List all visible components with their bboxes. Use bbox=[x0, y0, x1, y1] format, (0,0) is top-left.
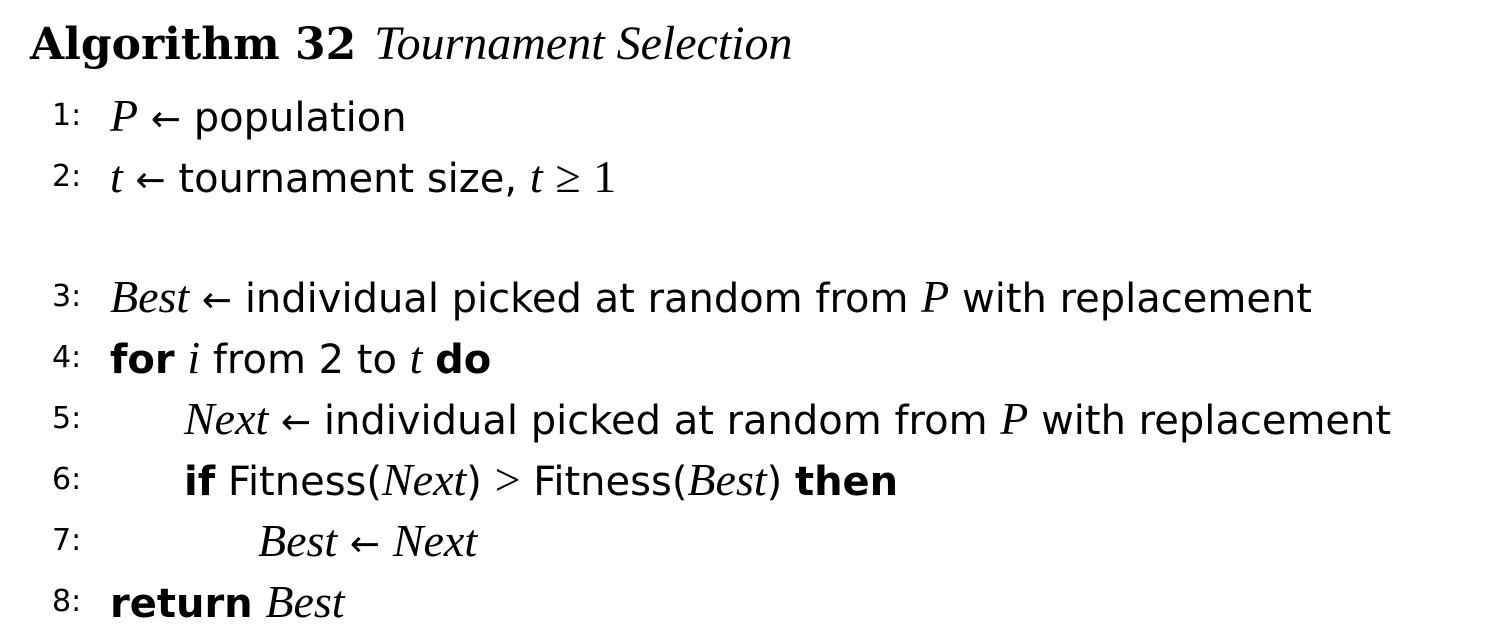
variable-p: P bbox=[110, 90, 139, 141]
algorithm-label: Algorithm 32 bbox=[30, 19, 357, 70]
line-number: 4: bbox=[52, 340, 82, 375]
keyword-for: for bbox=[110, 337, 175, 383]
assign-arrow: ← bbox=[281, 402, 312, 443]
keyword-then: then bbox=[794, 459, 899, 505]
line-number: 2: bbox=[52, 159, 82, 194]
variable-t: t bbox=[409, 332, 423, 383]
line-code: for i from 2 to t do bbox=[110, 328, 491, 390]
line-number: 8: bbox=[52, 584, 82, 619]
close-paren: ) bbox=[466, 459, 482, 505]
line-code: return Best bbox=[110, 572, 345, 634]
assign-arrow: ← bbox=[150, 99, 181, 140]
variable-next: Next bbox=[392, 515, 478, 566]
keyword-return: return bbox=[110, 581, 253, 627]
line-text-tail: with replacement bbox=[1041, 398, 1392, 444]
line-text: tournament size, bbox=[178, 156, 518, 202]
keyword-do: do bbox=[435, 337, 492, 383]
variable-p: P bbox=[1000, 393, 1029, 444]
line-code: Best ← Next bbox=[258, 511, 477, 575]
line-text: population bbox=[193, 95, 407, 141]
line-number: 3: bbox=[52, 279, 82, 314]
variable-next: Next bbox=[184, 393, 269, 444]
geq-symbol: ≥ bbox=[555, 151, 581, 202]
line-code: P ← population bbox=[110, 86, 407, 150]
function-fitness: Fitness( bbox=[533, 459, 688, 505]
line-text: individual picked at random from bbox=[244, 276, 909, 322]
line-text: from 2 to bbox=[212, 337, 397, 383]
variable-best: Best bbox=[258, 515, 338, 566]
variable-next: Next bbox=[381, 454, 467, 505]
variable-best: Best bbox=[110, 271, 190, 322]
variable-t: t bbox=[110, 151, 123, 202]
algorithm-title: Algorithm 32 Tournament Selection bbox=[30, 14, 793, 75]
assign-arrow: ← bbox=[135, 160, 166, 201]
line-text-tail: with replacement bbox=[962, 276, 1312, 322]
line-code: if Fitness(Next) > Fitness(Best) then bbox=[184, 450, 898, 512]
variable-i: i bbox=[187, 332, 201, 383]
line-code: t ← tournament size, t ≥ 1 bbox=[110, 147, 616, 211]
constant-one: 1 bbox=[593, 151, 617, 202]
line-code: Next ← individual picked at random from … bbox=[184, 389, 1391, 453]
greater-than-symbol: > bbox=[494, 454, 521, 505]
close-paren: ) bbox=[766, 459, 783, 505]
function-fitness: Fitness( bbox=[227, 459, 382, 505]
line-number: 6: bbox=[52, 462, 82, 497]
variable-best: Best bbox=[265, 576, 345, 627]
line-code: Best ← individual picked at random from … bbox=[110, 267, 1312, 331]
line-number: 5: bbox=[52, 401, 82, 436]
algorithm-name: Tournament Selection bbox=[374, 17, 793, 70]
variable-t: t bbox=[529, 151, 543, 202]
line-text: individual picked at random from bbox=[323, 398, 988, 444]
keyword-if: if bbox=[184, 459, 216, 505]
variable-best: Best bbox=[687, 454, 767, 505]
line-number: 1: bbox=[52, 98, 82, 133]
variable-p: P bbox=[921, 271, 950, 322]
assign-arrow: ← bbox=[349, 524, 381, 565]
assign-arrow: ← bbox=[201, 280, 233, 321]
line-number: 7: bbox=[52, 523, 82, 558]
